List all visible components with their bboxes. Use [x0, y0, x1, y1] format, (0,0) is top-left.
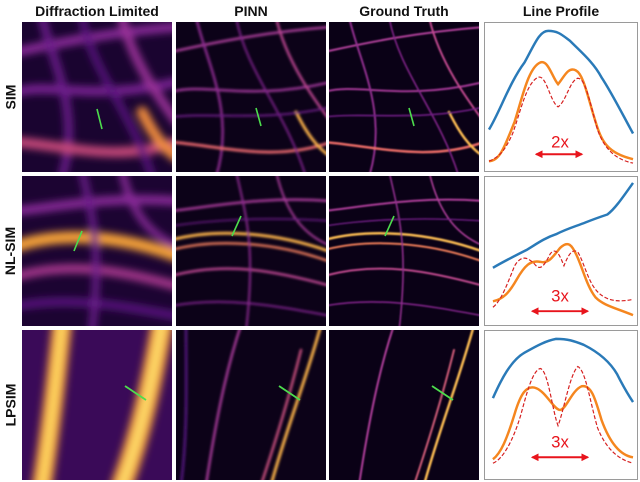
lpsim-ground-truth-image [329, 330, 479, 480]
sim-pinn-image [176, 22, 326, 172]
lpsim-diffraction-limited-image [22, 330, 172, 480]
line-profile-marker [384, 215, 395, 237]
line-profile-marker [431, 385, 454, 401]
ground-truth-profile-curve [492, 365, 634, 464]
sim-diffraction-limited-image [22, 22, 172, 172]
sim-line-profile-plot: 2x [484, 22, 638, 172]
nl-sim-pinn-image [176, 176, 326, 326]
column-title-line-profile: Line Profile [522, 3, 600, 19]
ground-truth-profile-curve [488, 76, 634, 164]
line-profile-marker [124, 385, 147, 401]
diffraction-profile-curve [491, 337, 635, 403]
lpsim-pinn-image [176, 330, 326, 480]
pinn-profile-curve [492, 385, 634, 461]
ground-truth-profile-curve [492, 250, 634, 308]
nl-sim-ground-truth-image [329, 176, 479, 326]
nl-sim-diffraction-limited-image [22, 176, 172, 326]
resolution-factor-label: 2x [551, 132, 569, 151]
line-profile-marker [96, 108, 103, 130]
line-profile-marker [278, 385, 301, 401]
column-title-ground-truth: Ground Truth [359, 3, 449, 19]
line-profile-marker [255, 107, 262, 127]
nl-sim-line-profile-plot: 3x [484, 176, 638, 326]
line-profile-marker [408, 107, 415, 127]
column-title-diffraction-limited: Diffraction Limited [35, 3, 159, 19]
line-profile-marker [231, 215, 242, 237]
column-title-pinn: PINN [234, 3, 268, 19]
row-label-nl-sim: NL-SIM [2, 226, 18, 276]
line-profile-marker [73, 230, 83, 252]
diffraction-profile-curve [492, 182, 635, 269]
sim-ground-truth-image [329, 22, 479, 172]
lpsim-line-profile-plot: 3x [484, 330, 638, 480]
diffraction-profile-curve [487, 29, 635, 135]
resolution-factor-label: 3x [551, 432, 569, 451]
pinn-profile-curve [492, 242, 634, 317]
resolution-factor-label: 3x [551, 286, 569, 305]
row-label-sim: SIM [2, 84, 19, 110]
row-label-lpsim: LPSIM [2, 383, 18, 427]
